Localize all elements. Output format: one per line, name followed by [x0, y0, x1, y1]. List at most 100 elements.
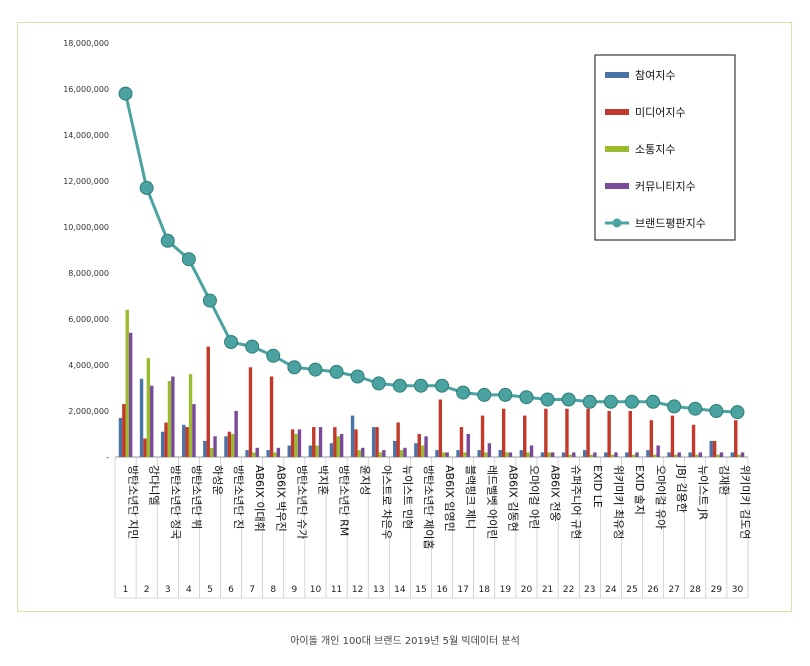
bar-2	[734, 420, 738, 457]
bar-1	[582, 450, 587, 457]
y-tick-label: 18,000,000	[63, 39, 109, 48]
rank-label: 23	[584, 585, 595, 595]
bar-4	[593, 452, 597, 457]
brand-point	[329, 364, 344, 379]
category-label: 뉴이스트 민현	[401, 465, 414, 529]
bar-2	[143, 438, 147, 457]
bar-3	[631, 454, 636, 457]
axis-layer: - 2,000,000 4,000,000 6,000,000 8,000,000 10,…	[63, 39, 749, 599]
bar-3	[547, 452, 551, 457]
rank-label: 21	[542, 585, 553, 595]
category-label: AB6IX 전웅	[549, 465, 562, 522]
rank-label: 28	[690, 585, 702, 595]
category-label: AB6IX 이대휘	[253, 465, 266, 532]
brand-point	[371, 376, 386, 391]
bar-4	[424, 436, 428, 457]
bar-2	[417, 434, 421, 457]
brand-point	[308, 362, 323, 377]
bar-3	[505, 452, 509, 457]
category-label: 오마이걸 아린	[527, 465, 540, 529]
bar-4	[550, 452, 555, 457]
bar-4	[487, 443, 492, 457]
y-tick-label: 8,000,000	[68, 269, 109, 278]
brand-point	[266, 348, 281, 363]
rank-label: 13	[373, 585, 384, 595]
brand-point	[118, 86, 133, 101]
bar-2	[164, 422, 168, 457]
bar-2	[290, 429, 295, 457]
category-label: 위키미키 최유정	[612, 465, 625, 539]
bar-1	[118, 417, 123, 457]
chart-caption: 아이돌 개인 100대 브랜드 2019년 5월 빅데이터 분석	[290, 636, 520, 647]
bar-4	[171, 376, 175, 457]
bar-2	[185, 427, 189, 457]
brand-point	[646, 394, 661, 409]
category-label: 블랙핑크 제니	[464, 465, 477, 529]
legend-point-swatch	[612, 218, 622, 228]
legend-label: 브랜드평판지수	[635, 217, 706, 230]
bar-3	[336, 436, 340, 457]
y-tick-label: 16,000,000	[63, 85, 109, 94]
y-tick-label: 2,000,000	[68, 407, 109, 416]
bar-2	[670, 415, 675, 457]
rank-label: 18	[479, 585, 491, 595]
bar-2	[628, 411, 632, 457]
bar-3	[294, 434, 298, 457]
bar-1	[604, 452, 608, 457]
brand-point	[667, 399, 682, 414]
bar-3	[357, 450, 362, 457]
bar-1	[139, 378, 144, 457]
bar-2	[333, 427, 337, 457]
rank-label: 17	[457, 585, 468, 595]
brand-point	[624, 394, 639, 409]
category-label: AB6IX 박우진	[274, 465, 287, 532]
rank-label: 20	[521, 585, 533, 595]
bar-3	[442, 452, 446, 457]
bar-4	[740, 452, 745, 457]
bar-4	[276, 447, 281, 457]
category-label: 방탄소년단 슈가	[295, 465, 308, 539]
line-layer	[118, 86, 745, 420]
bar-2	[227, 431, 232, 457]
y-tick-label: 10,000,000	[63, 223, 109, 232]
category-label: 방탄소년단 제이홉	[422, 465, 436, 549]
bar-3	[716, 454, 720, 457]
bar-3	[526, 452, 530, 457]
bar-2	[354, 429, 358, 457]
rank-label: 2	[144, 585, 150, 595]
brand-point	[540, 392, 555, 407]
brand-point	[139, 180, 154, 195]
rank-label: 16	[436, 585, 448, 595]
bar-3	[378, 452, 383, 457]
bar-3	[420, 445, 425, 457]
legend-swatch	[605, 109, 629, 115]
bar-3	[315, 445, 319, 457]
bar-2	[122, 404, 126, 457]
bar-1	[540, 452, 545, 457]
bar-2	[248, 367, 253, 457]
brand-point	[519, 390, 534, 405]
bar-1	[182, 424, 186, 457]
bar-3	[484, 452, 488, 457]
brand-point	[181, 252, 196, 267]
brand-point	[350, 369, 365, 384]
bar-2	[712, 440, 717, 457]
bar-4	[213, 436, 217, 457]
bar-2	[544, 408, 548, 457]
brand-point	[435, 378, 450, 393]
label-layer: 방탄소년단 지민 강다니엘 방탄소년단 정국 방탄소년단 뷔 하성운 방탄소년단 진 AB6…	[123, 464, 752, 595]
bar-1	[245, 450, 249, 457]
category-label: EXID LE	[591, 465, 604, 508]
rank-label: 3	[165, 585, 171, 595]
rank-label: 19	[500, 585, 512, 595]
bar-2	[269, 376, 274, 457]
rank-label: 14	[394, 585, 406, 595]
legend-label: 미디어지수	[635, 106, 686, 119]
bar-3	[463, 452, 467, 457]
rank-label: 5	[207, 585, 213, 595]
bar-3	[399, 450, 404, 457]
bar-1	[456, 450, 460, 457]
bar-2	[480, 415, 485, 457]
legend-label: 커뮤니티지수	[635, 180, 696, 193]
